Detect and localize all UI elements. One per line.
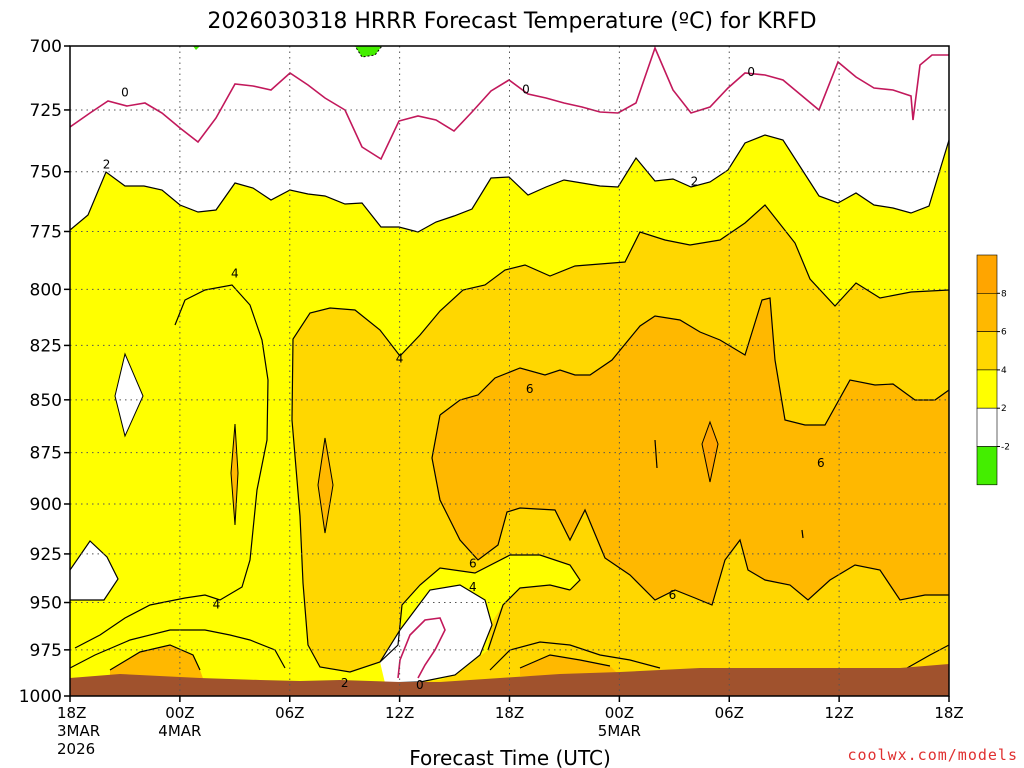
x-tick-date: 5MAR bbox=[598, 722, 641, 740]
contour-4-upper bbox=[399, 204, 949, 357]
y-tick-label: 950 bbox=[30, 594, 62, 614]
contour-label: 0 bbox=[522, 83, 530, 97]
colorbar-tick-label: -2 bbox=[1001, 443, 1010, 453]
colorbar-band bbox=[976, 369, 998, 409]
contour-4-left-loop bbox=[74, 284, 269, 649]
y-tick-label: 750 bbox=[30, 163, 62, 183]
y-tick-label: 800 bbox=[30, 280, 62, 300]
colorbar-band bbox=[976, 407, 998, 447]
contour-2-top bbox=[70, 134, 949, 233]
x-tick-label: 12Z bbox=[824, 704, 853, 722]
band-below-2-bottom bbox=[380, 585, 492, 683]
contour-label: 0 bbox=[416, 678, 424, 692]
x-tick-date: 4MAR bbox=[158, 722, 201, 740]
contour-label: 6 bbox=[669, 588, 677, 602]
x-tick-date: 3MAR bbox=[57, 722, 100, 740]
contour-6-right-tick bbox=[654, 439, 658, 469]
colorbar-tick-label: 8 bbox=[1001, 289, 1007, 299]
y-tick-label: 875 bbox=[30, 444, 62, 464]
contour-0-top bbox=[70, 46, 949, 161]
y-tick-label: 975 bbox=[30, 641, 62, 661]
y-tick-label: 725 bbox=[30, 101, 62, 121]
band-6-8-bottom-mid bbox=[520, 655, 620, 676]
y-tick-label: 775 bbox=[30, 222, 62, 242]
y-tick-label: 825 bbox=[30, 336, 62, 356]
colorbar-band bbox=[976, 331, 998, 371]
x-tick-label: 18Z bbox=[934, 704, 963, 722]
contour-label: 6 bbox=[817, 456, 825, 470]
grid-lines bbox=[70, 45, 949, 697]
colorbar-band bbox=[976, 254, 998, 294]
colorbar: 8 6 4 2 -2 bbox=[976, 254, 1010, 486]
band-6-8-region bbox=[432, 298, 949, 605]
y-tick-label: 700 bbox=[30, 37, 62, 57]
colorbar-tick-label: 2 bbox=[1001, 404, 1007, 414]
band-below-2-top bbox=[70, 46, 949, 232]
band-below-2-diamond bbox=[114, 352, 144, 438]
contour-label: 4 bbox=[469, 580, 477, 594]
band-below-minus2-small bbox=[193, 46, 200, 50]
colorbar-band bbox=[976, 292, 998, 332]
y-tick-label: 850 bbox=[30, 391, 62, 411]
x-axis-label: Forecast Time (UTC) bbox=[409, 746, 611, 768]
contour-4-mid-loop bbox=[291, 307, 581, 673]
contour-label: 2 bbox=[341, 676, 349, 690]
contour-6-right-dot bbox=[801, 529, 804, 539]
band-8-10-diamond bbox=[701, 420, 719, 483]
contour-label: 6 bbox=[469, 557, 477, 571]
x-tick-year: 2026 bbox=[57, 740, 95, 758]
contour-label: 4 bbox=[396, 352, 404, 366]
contour-2-right-bottom bbox=[487, 584, 571, 651]
colorbar-tick-label: 4 bbox=[1001, 366, 1007, 376]
contour-label: 2 bbox=[691, 174, 699, 188]
contour-2-bottom bbox=[379, 584, 493, 684]
contour-6-main bbox=[439, 297, 949, 426]
band-6-8-bottom-left bbox=[110, 645, 205, 684]
contour-4-bottom-left-big bbox=[70, 629, 286, 669]
contour-label: 4 bbox=[231, 266, 239, 280]
chart-title: 2026030318 HRRR Forecast Temperature (ºC… bbox=[207, 9, 816, 34]
y-tick-label: 1000 bbox=[19, 687, 62, 707]
x-tick-label: 12Z bbox=[385, 704, 414, 722]
contour-zero bbox=[70, 46, 949, 679]
contour-label: 0 bbox=[121, 85, 129, 99]
x-tick-label: 00Z bbox=[605, 704, 634, 722]
y-axis: 700 725 750 775 800 825 850 875 900 925 950 975 1000 bbox=[19, 37, 70, 707]
contour-0-bottom bbox=[397, 617, 446, 679]
contour-6-bottom-left bbox=[109, 644, 201, 671]
contour-label: 4 bbox=[213, 597, 221, 611]
band-6-8-sliver-mid bbox=[317, 437, 334, 534]
contour-2-left bbox=[70, 540, 119, 601]
band-below-minus2 bbox=[354, 46, 383, 58]
x-tick-label: 00Z bbox=[165, 704, 194, 722]
contour-lines bbox=[70, 134, 949, 684]
x-tick-label: 18Z bbox=[495, 704, 524, 722]
band-6-8-sliver-left bbox=[230, 423, 239, 526]
x-tick-label: 18Z bbox=[57, 704, 86, 722]
contour-label: 2 bbox=[103, 157, 111, 171]
y-tick-label: 925 bbox=[30, 545, 62, 565]
contour-4-bottom-right bbox=[899, 644, 949, 673]
x-tick-label: 06Z bbox=[715, 704, 744, 722]
contour-6-lower bbox=[431, 414, 949, 606]
colorbar-band bbox=[976, 446, 998, 486]
contour-6-bottom-mid bbox=[519, 654, 611, 669]
contour-label: 0 bbox=[747, 65, 755, 79]
colorbar-tick-label: 6 bbox=[1001, 328, 1007, 338]
contour-label: 6 bbox=[526, 382, 534, 396]
credit-text: coolwx.com/models bbox=[847, 746, 1018, 764]
band-below-2-left bbox=[70, 541, 118, 600]
contour-labels: 0 2 4 4 4 2 0 0 2 6 6 4 6 6 0 bbox=[103, 65, 825, 692]
y-tick-label: 900 bbox=[30, 495, 62, 515]
x-tick-label: 06Z bbox=[275, 704, 304, 722]
